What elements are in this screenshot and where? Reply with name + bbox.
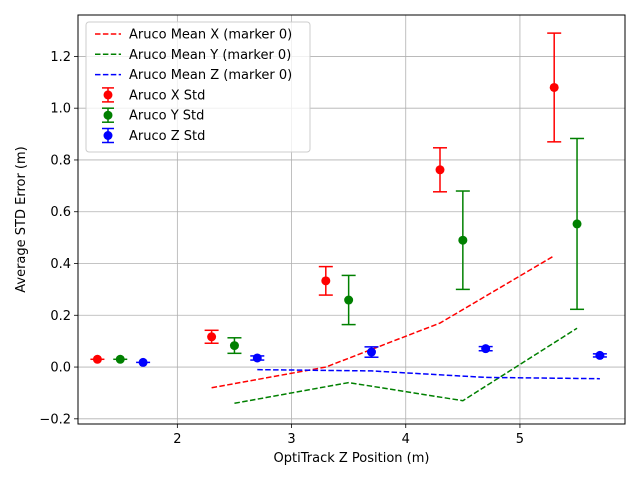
y-tick-label: 1.2 [50,50,71,65]
y-tick-label: −0.2 [39,412,71,427]
plot-lines [211,255,600,405]
series-line [257,368,600,380]
y-tick-label: 1.0 [50,102,71,117]
x-tick-label: 5 [516,432,524,447]
legend-marker-swatch [103,131,113,140]
data-point [92,354,102,364]
plot-errors [90,32,607,367]
legend-label: Aruco Mean Z (marker 0) [129,68,292,83]
legend-label: Aruco Mean X (marker 0) [129,28,292,43]
x-tick-label: 2 [173,432,181,447]
data-point [572,219,582,229]
ticks: 2 3 4 5 −0.2 0.0 0.2 0.4 0.6 0.8 1.0 1.2 [39,50,524,447]
series-line [211,255,555,389]
legend-label: Aruco Z Std [129,129,205,144]
legend-marker-swatch [103,110,113,120]
y-tick-label: 0.6 [50,205,71,220]
data-point [595,350,605,360]
data-point [549,82,559,92]
x-axis-label: OptiTrack Z Position (m) [274,451,430,466]
data-point [344,295,354,305]
data-point [481,344,491,354]
legend-box [85,21,311,153]
y-tick-label: 0.2 [50,309,71,324]
legend-label: Aruco X Std [129,88,205,103]
plot-frame [77,14,626,425]
legend-marker-swatch [103,90,113,100]
legend: Aruco Mean X (marker 0) Aruco Mean Y (mar… [85,21,311,153]
data-point [115,354,125,364]
y-tick-label: 0.0 [50,361,71,376]
y-axis-label: Average STD Error (m) [14,146,29,292]
data-point [229,341,239,351]
data-point [435,165,445,175]
data-point [138,357,148,367]
legend-label: Aruco Y Std [129,109,204,124]
x-tick-label: 4 [402,432,410,447]
y-tick-label: 0.8 [50,153,71,168]
legend-label: Aruco Mean Y (marker 0) [129,48,291,63]
data-point [366,347,376,357]
data-point [207,332,217,342]
x-tick-label: 3 [287,432,295,447]
data-point [321,276,331,286]
data-point [458,235,468,245]
data-point [252,353,262,363]
series-line [234,327,578,405]
y-tick-label: 0.4 [50,257,71,272]
